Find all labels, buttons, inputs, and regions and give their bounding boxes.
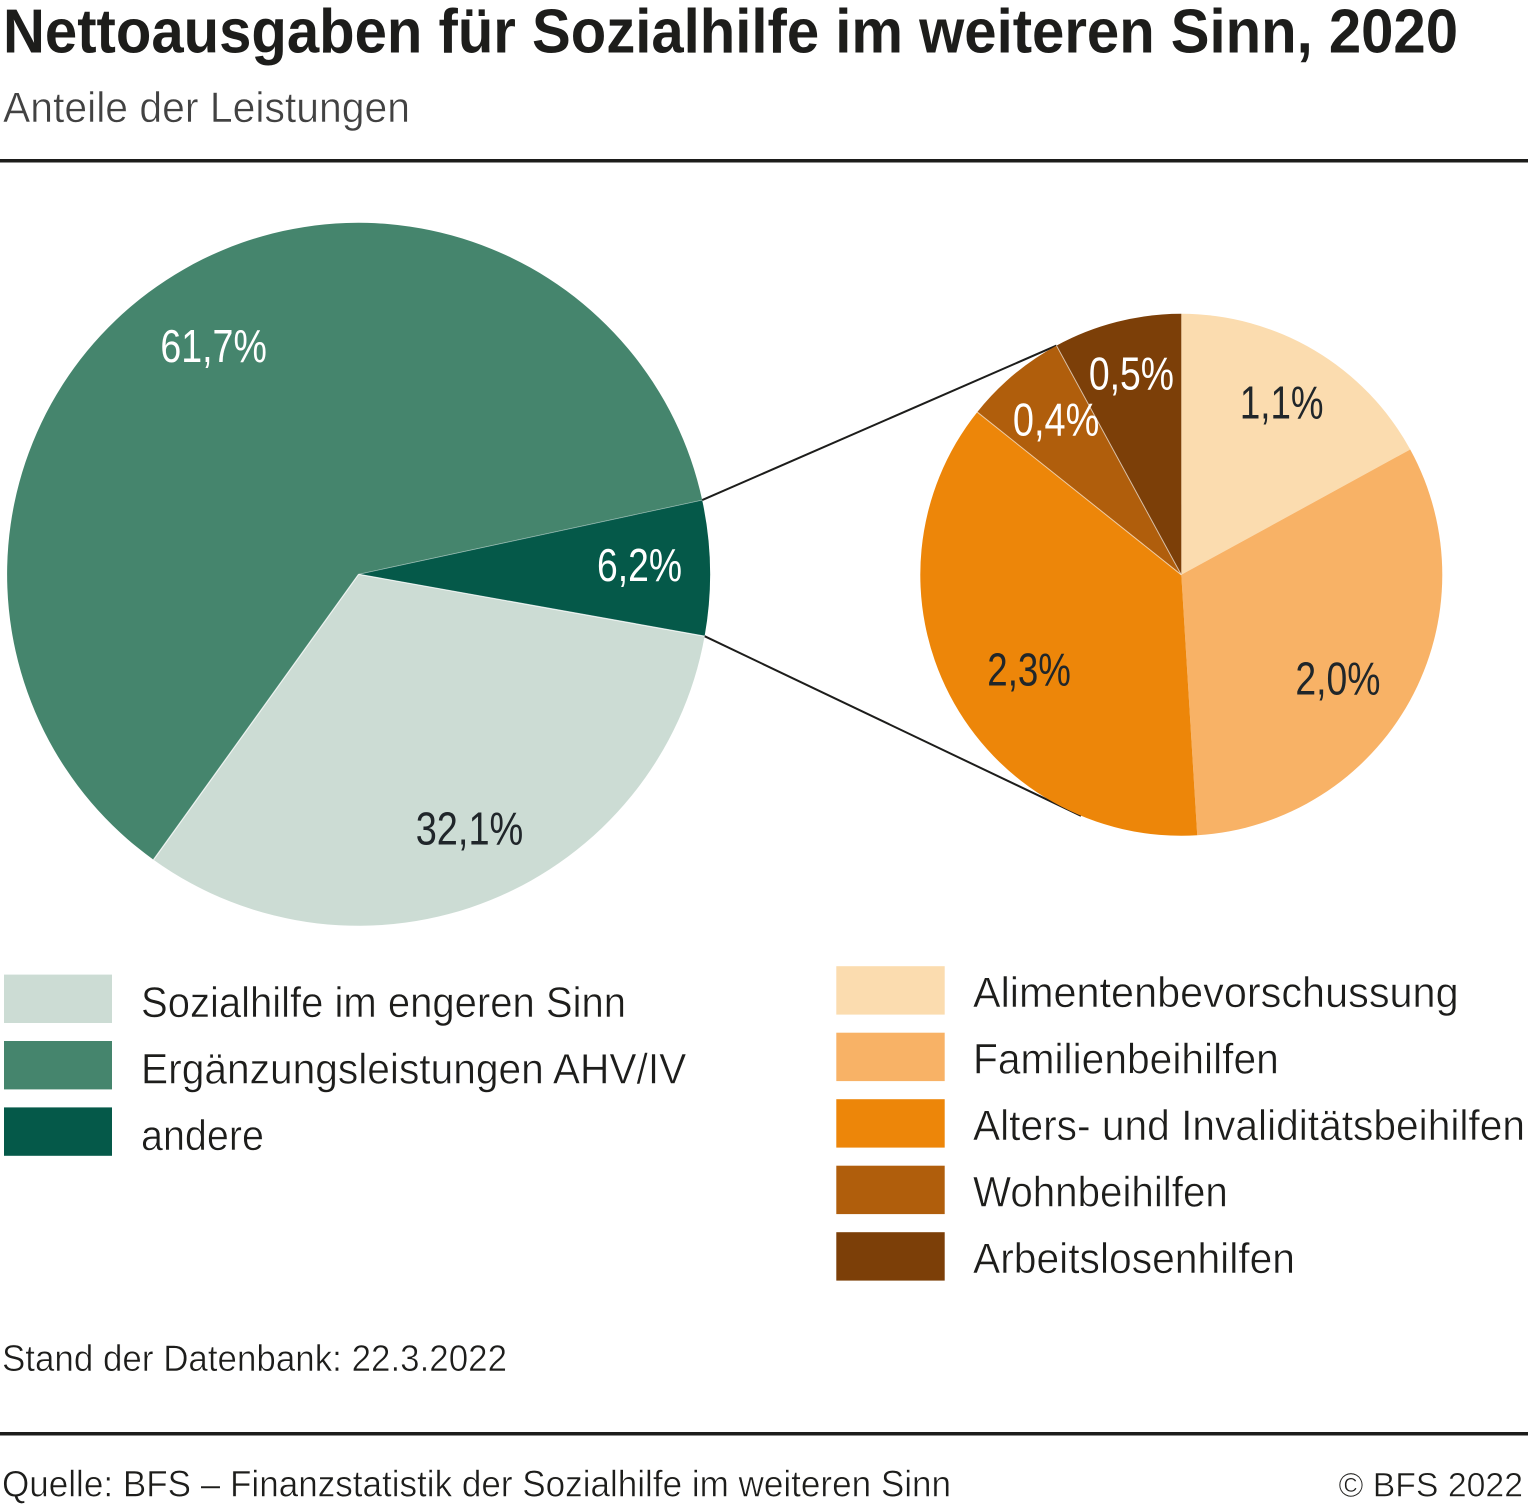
svg-text:Familienbeihilfen: Familienbeihilfen xyxy=(973,1036,1279,1084)
svg-text:Ergänzungsleistungen AHV/IV: Ergänzungsleistungen AHV/IV xyxy=(141,1046,687,1094)
svg-text:Stand der Datenbank: 22.3.2022: Stand der Datenbank: 22.3.2022 xyxy=(2,1338,507,1379)
svg-text:Anteile der Leistungen: Anteile der Leistungen xyxy=(3,84,410,132)
svg-text:32,1%: 32,1% xyxy=(416,802,524,854)
svg-text:2,0%: 2,0% xyxy=(1295,653,1380,705)
svg-text:Alters- und Invaliditätsbeihil: Alters- und Invaliditätsbeihilfen xyxy=(973,1102,1525,1150)
svg-text:1,1%: 1,1% xyxy=(1240,377,1324,429)
svg-text:Nettoausgaben für Sozialhilfe: Nettoausgaben für Sozialhilfe im weitere… xyxy=(3,0,1458,67)
svg-text:Quelle: BFS – Finanzstatistik: Quelle: BFS – Finanzstatistik der Sozial… xyxy=(2,1464,951,1505)
svg-text:2,3%: 2,3% xyxy=(987,644,1071,696)
svg-text:Arbeitslosenhilfen: Arbeitslosenhilfen xyxy=(973,1235,1295,1283)
svg-text:Alimentenbevorschussung: Alimentenbevorschussung xyxy=(973,969,1459,1017)
svg-text:© BFS 2022: © BFS 2022 xyxy=(1339,1466,1524,1504)
svg-text:Sozialhilfe im engeren Sinn: Sozialhilfe im engeren Sinn xyxy=(141,979,626,1027)
svg-text:andere: andere xyxy=(141,1112,264,1160)
svg-text:0,4%: 0,4% xyxy=(1013,394,1099,446)
svg-text:0,5%: 0,5% xyxy=(1089,348,1174,400)
svg-text:Wohnbeihilfen: Wohnbeihilfen xyxy=(973,1169,1228,1217)
svg-text:6,2%: 6,2% xyxy=(597,539,682,591)
svg-text:61,7%: 61,7% xyxy=(160,320,267,372)
